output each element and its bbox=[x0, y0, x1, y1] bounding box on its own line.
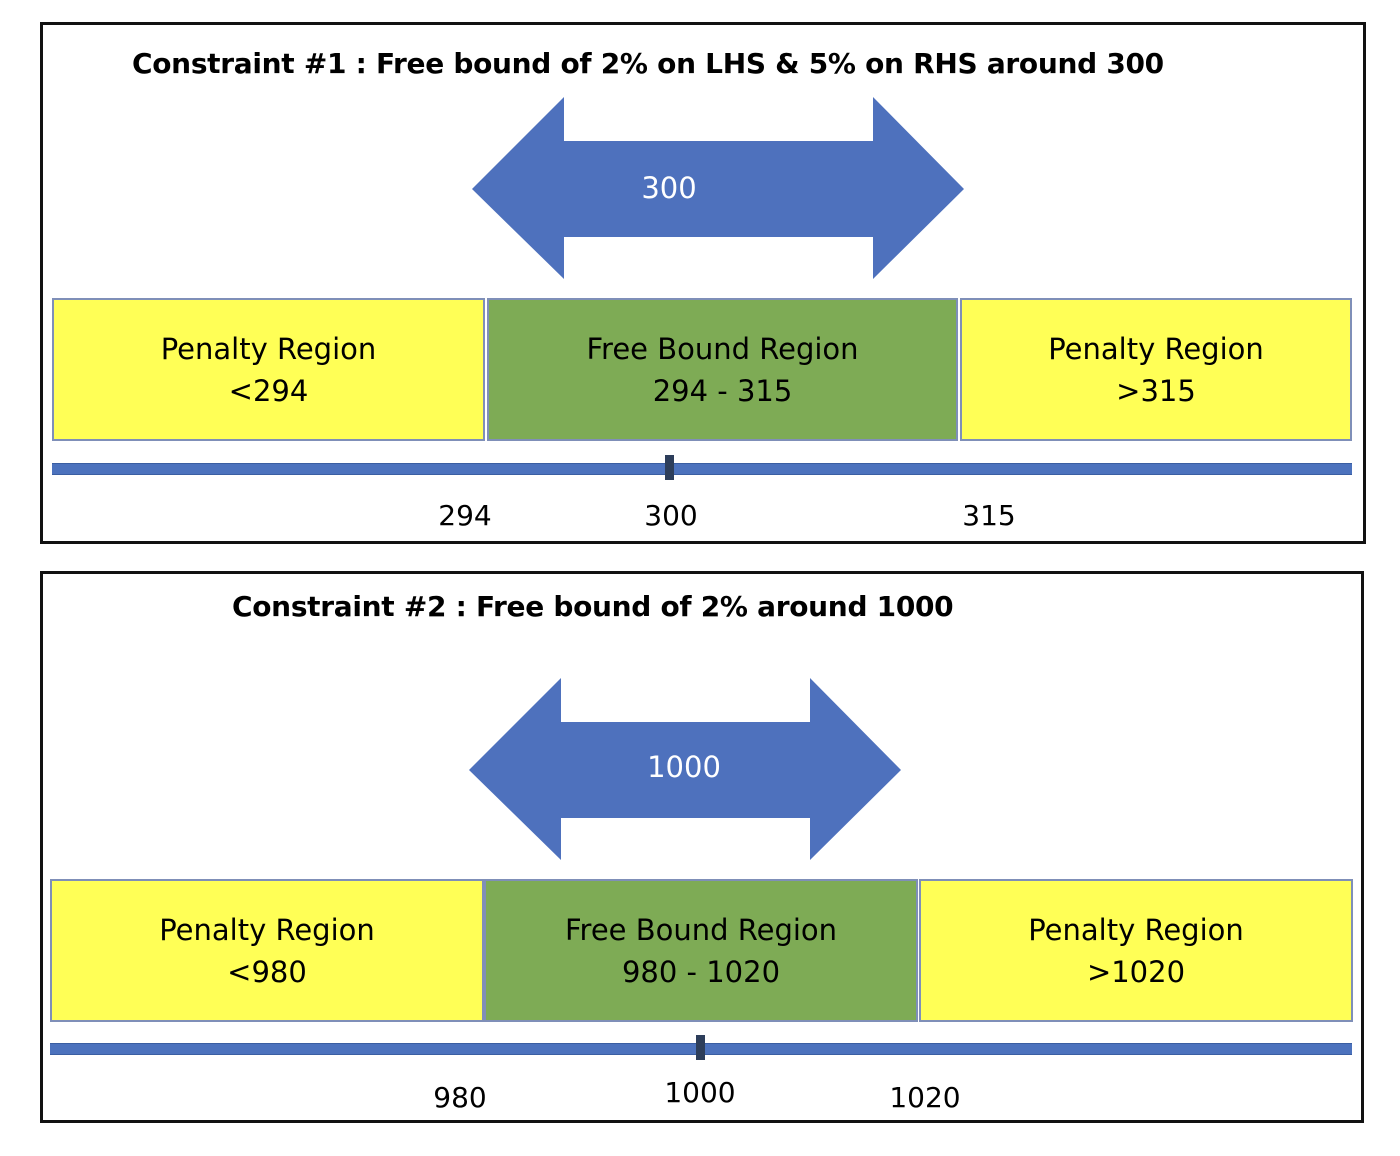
free-bound-region: Free Bound Region 980 - 1020 bbox=[484, 879, 918, 1022]
center-tick bbox=[696, 1035, 705, 1060]
region-range: 294 - 315 bbox=[652, 373, 793, 408]
region-label: Free Bound Region bbox=[564, 912, 838, 947]
penalty-region-right: Penalty Region >1020 bbox=[919, 879, 1353, 1022]
axis-label-lower: 294 bbox=[438, 499, 492, 532]
free-bound-region: Free Bound Region 294 - 315 bbox=[487, 298, 958, 441]
axis-label-center: 1000 bbox=[664, 1076, 736, 1109]
axis-label-lower: 980 bbox=[433, 1081, 487, 1114]
region-range: <980 bbox=[227, 954, 307, 989]
axis-label-upper: 315 bbox=[962, 499, 1016, 532]
double-arrow-icon bbox=[469, 678, 901, 860]
constraint-2-panel: Constraint #2 : Free bound of 2% around … bbox=[40, 571, 1364, 1123]
constraint-2-title: Constraint #2 : Free bound of 2% around … bbox=[232, 590, 954, 623]
penalty-region-right: Penalty Region >315 bbox=[960, 298, 1352, 441]
penalty-region-left: Penalty Region <980 bbox=[50, 879, 484, 1022]
penalty-region-left: Penalty Region <294 bbox=[52, 298, 485, 441]
region-range: >1020 bbox=[1086, 954, 1186, 989]
region-label: Penalty Region bbox=[1048, 331, 1264, 366]
constraint-1-panel: Constraint #1 : Free bound of 2% on LHS … bbox=[40, 22, 1366, 544]
constraint-1-title: Constraint #1 : Free bound of 2% on LHS … bbox=[132, 47, 1164, 80]
axis-label-center: 300 bbox=[644, 499, 698, 532]
region-range: 980 - 1020 bbox=[621, 954, 781, 989]
center-tick bbox=[665, 455, 674, 480]
axis-label-upper: 1020 bbox=[889, 1081, 961, 1114]
region-range: <294 bbox=[228, 373, 309, 408]
region-range: >315 bbox=[1116, 373, 1196, 408]
double-arrow-icon bbox=[472, 97, 964, 279]
region-label: Free Bound Region bbox=[586, 331, 859, 366]
number-line bbox=[52, 463, 1352, 475]
region-label: Penalty Region bbox=[1028, 912, 1244, 947]
region-label: Penalty Region bbox=[160, 331, 377, 366]
arrow-value-label: 1000 bbox=[647, 750, 721, 784]
arrow-value-label: 300 bbox=[641, 171, 697, 205]
region-label: Penalty Region bbox=[159, 912, 375, 947]
